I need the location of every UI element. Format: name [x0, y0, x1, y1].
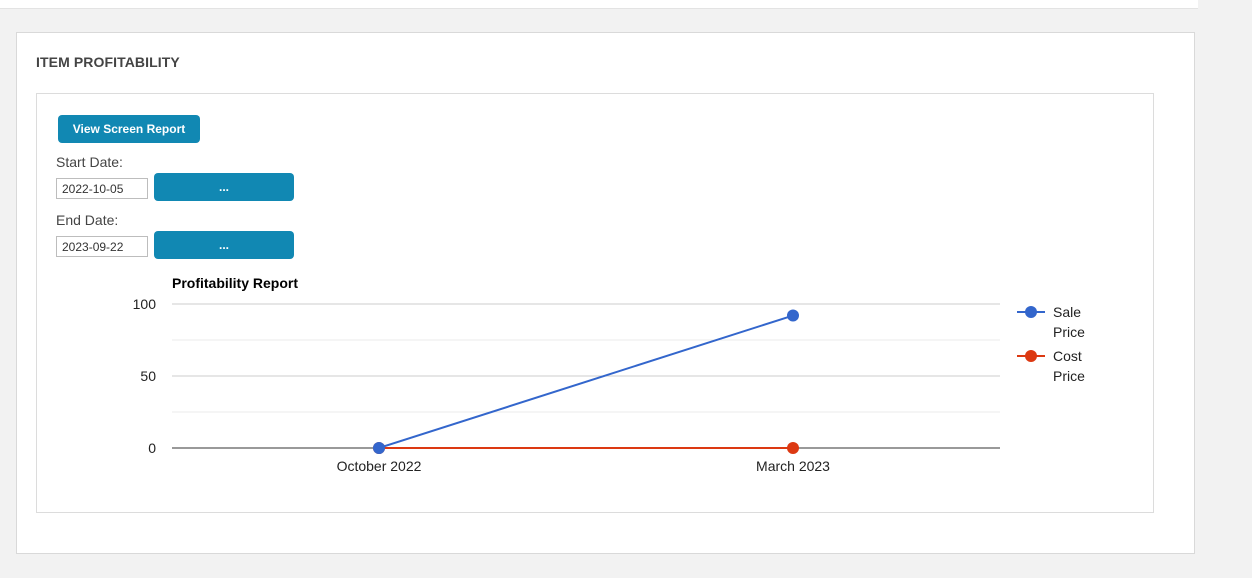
- end-date-picker-button[interactable]: ...: [154, 231, 294, 259]
- y-tick-label: 100: [133, 296, 157, 312]
- y-axis-ticks: 0 50 100: [133, 296, 157, 456]
- end-date-label: End Date:: [56, 212, 119, 228]
- legend-marker: [1025, 306, 1037, 318]
- chart-title: Profitability Report: [172, 275, 298, 291]
- chart-legend: Sale Price Cost Price: [1017, 304, 1085, 384]
- data-point[interactable]: [787, 442, 799, 454]
- start-date-picker-button[interactable]: ...: [154, 173, 294, 201]
- y-tick-label: 0: [148, 440, 156, 456]
- x-tick-label: October 2022: [337, 458, 422, 474]
- data-point[interactable]: [373, 442, 385, 454]
- x-axis-ticks: October 2022 March 2023: [337, 458, 831, 474]
- chart-gridlines: [172, 303, 1000, 449]
- item-profitability-panel: ITEM PROFITABILITY View Screen Report St…: [16, 32, 1195, 554]
- legend-marker: [1025, 350, 1037, 362]
- legend-label[interactable]: Cost Price: [1053, 348, 1085, 384]
- profitability-chart: Profitability Report 0 50 100 October 2022…: [133, 275, 1085, 474]
- data-point[interactable]: [787, 309, 799, 322]
- top-strip: [0, 0, 1198, 9]
- chart-series: [373, 309, 799, 454]
- start-date-label: Start Date:: [56, 154, 123, 170]
- x-tick-label: March 2023: [756, 458, 830, 474]
- y-tick-label: 50: [140, 368, 156, 384]
- series-line: [378, 314, 794, 449]
- end-date-input[interactable]: [56, 236, 148, 257]
- legend-label[interactable]: Sale Price: [1053, 304, 1085, 340]
- panel-title: ITEM PROFITABILITY: [36, 54, 180, 70]
- start-date-input[interactable]: [56, 178, 148, 199]
- report-container: View Screen Report Start Date: ... End D…: [36, 93, 1154, 513]
- view-screen-report-button[interactable]: View Screen Report: [58, 115, 200, 143]
